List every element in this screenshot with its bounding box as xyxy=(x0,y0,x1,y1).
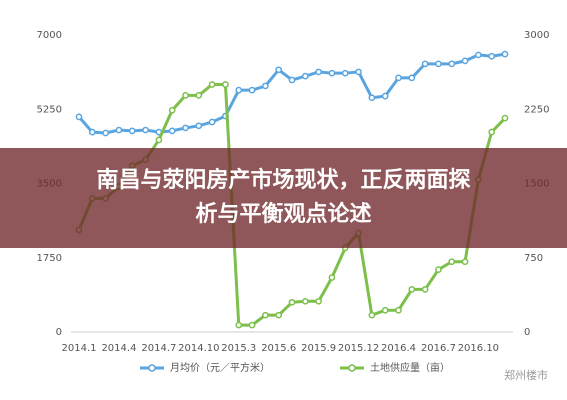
series-point xyxy=(488,52,496,60)
series-point xyxy=(182,124,189,132)
series-point xyxy=(208,81,216,88)
series-point xyxy=(301,72,309,80)
series-point xyxy=(381,306,389,314)
series-point xyxy=(315,297,322,305)
series-point xyxy=(235,86,243,94)
series-point xyxy=(128,127,136,135)
y2-tick-label: 750 xyxy=(524,253,543,264)
series-line xyxy=(77,52,506,135)
legend-label: 土地供应量（亩） xyxy=(370,361,450,374)
x-tick-label: 2015.3 xyxy=(221,343,256,354)
series-point xyxy=(88,128,96,136)
chart-title: 南昌与荥阳房产市场现状，正反两面探析与平衡观点论述 xyxy=(96,168,471,227)
series-point xyxy=(248,321,256,329)
series-point xyxy=(262,82,269,90)
series-point xyxy=(408,286,416,293)
series-point xyxy=(461,258,469,266)
series-point xyxy=(395,306,402,314)
series-point xyxy=(328,69,336,77)
x-tick-label: 2014.4 xyxy=(101,343,136,354)
series-point xyxy=(248,86,256,94)
legend-label: 月均价（元／平方米） xyxy=(170,361,270,374)
series-point xyxy=(475,51,482,59)
x-tick-label: 2015.12 xyxy=(338,343,379,354)
series-point xyxy=(195,92,203,99)
series-point xyxy=(448,258,456,266)
series-point xyxy=(408,74,416,82)
series-point xyxy=(341,69,349,77)
x-tick-label: 2016.7 xyxy=(421,343,456,354)
series-point xyxy=(381,92,389,100)
series-point xyxy=(301,297,309,305)
x-tick-label: 2015.9 xyxy=(301,343,336,354)
series-point xyxy=(448,60,456,68)
series-point xyxy=(368,311,376,319)
series-point xyxy=(275,66,283,74)
series-point xyxy=(142,126,149,134)
series-point xyxy=(501,114,509,122)
x-tick-label: 2014.7 xyxy=(141,343,176,354)
series-point xyxy=(435,266,442,273)
series-point xyxy=(168,106,176,114)
series-point xyxy=(395,74,402,82)
y2-tick-label: 3000 xyxy=(524,30,549,41)
series-point xyxy=(488,128,496,136)
series-point xyxy=(222,81,229,88)
watermark: 郑州楼市 xyxy=(504,368,548,382)
series-point xyxy=(421,286,429,293)
y2-tick-label: 2250 xyxy=(524,104,549,115)
series-point xyxy=(168,127,176,135)
series-point xyxy=(182,92,189,99)
x-tick-label: 2014.1 xyxy=(62,343,97,354)
y-tick-label: 7000 xyxy=(37,30,62,41)
y-tick-label: 1750 xyxy=(37,253,62,264)
x-tick-label: 2016.4 xyxy=(381,343,416,354)
y-tick-label: 5250 xyxy=(37,104,62,115)
series-point xyxy=(195,122,203,130)
y-tick-label: 0 xyxy=(56,327,62,338)
series-point xyxy=(315,68,322,76)
x-tick-label: 2016.10 xyxy=(458,343,499,354)
series-point xyxy=(275,311,283,319)
series-point xyxy=(115,126,123,134)
series-point xyxy=(75,113,83,121)
series-point xyxy=(368,94,376,102)
series-point xyxy=(355,68,362,76)
series-point xyxy=(421,60,429,68)
series-point xyxy=(262,311,269,319)
series-point xyxy=(102,129,109,137)
x-tick-label: 2015.6 xyxy=(261,343,296,354)
series-point xyxy=(155,136,163,144)
series-point xyxy=(288,298,296,306)
series-point xyxy=(501,50,509,58)
x-tick-label: 2014.10 xyxy=(178,343,219,354)
series-point xyxy=(328,274,336,281)
title-banner: 南昌与荥阳房产市场现状，正反两面探析与平衡观点论述 xyxy=(0,148,567,248)
series-point xyxy=(461,57,469,65)
y2-tick-label: 0 xyxy=(524,327,530,338)
series-point xyxy=(435,60,442,68)
series-point xyxy=(208,118,216,126)
series-point xyxy=(235,321,243,329)
series-point xyxy=(288,76,296,84)
legend-swatch-point xyxy=(148,364,156,372)
legend-swatch-point xyxy=(348,364,356,372)
